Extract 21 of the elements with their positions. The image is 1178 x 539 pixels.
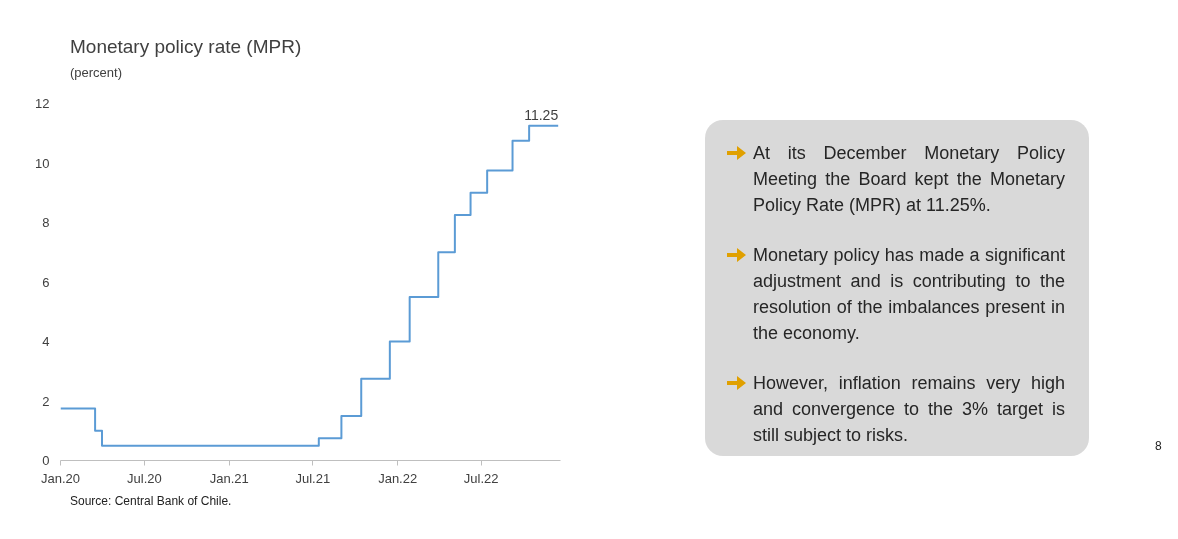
y-tick-label: 2 — [42, 393, 50, 409]
y-tick-label: 0 — [42, 453, 50, 468]
x-tick-label: Jul.22 — [463, 470, 499, 486]
y-tick-label: 6 — [42, 274, 50, 290]
chart-title: Monetary policy rate (MPR) — [70, 35, 302, 59]
text: At its December Monetary Policy Meeting the Board kept the Monetary Policy Rate (MPR) at 11.25%. — [753, 142, 1065, 217]
text: Monetary policy has made a significant adjustment and is contributing to the resolution of the imbalances present in the economy. — [753, 244, 1065, 345]
x-tick-label: Jul.21 — [295, 470, 331, 486]
text: 8 — [1155, 438, 1162, 455]
x-tick-label: Jan.22 — [378, 470, 418, 486]
x-tick-label: Jan.21 — [209, 470, 249, 486]
y-tick-label: 8 — [42, 215, 50, 230]
y-tick-label: 12 — [35, 96, 50, 111]
y-tick-label: 10 — [35, 155, 50, 171]
x-tick-label: Jan.20 — [40, 470, 81, 486]
data-label: 11.25 — [524, 106, 559, 123]
chart-subtitle: (percent) — [70, 64, 124, 83]
y-tick-label: 4 — [42, 334, 50, 349]
text: However, inflation remains very high and convergence to the 3% target is still subject to risks. — [753, 372, 1065, 447]
source-note: Source: Central Bank of Chile. — [70, 493, 232, 510]
x-tick-label: Jul.20 — [127, 470, 162, 486]
